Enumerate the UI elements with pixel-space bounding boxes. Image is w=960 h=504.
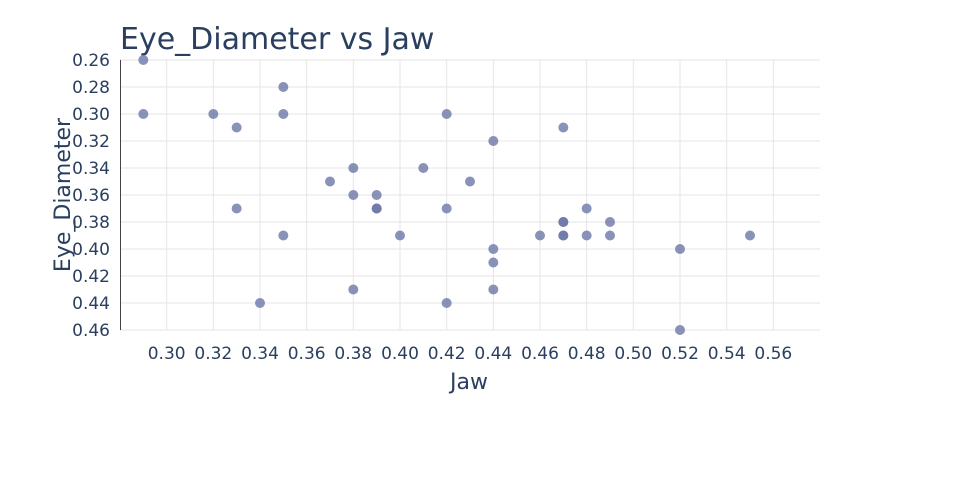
data-point[interactable] [348, 190, 359, 200]
points-layer [138, 55, 755, 335]
x-tick-label: 0.40 [381, 344, 419, 364]
data-point[interactable] [675, 244, 685, 254]
data-point[interactable] [488, 244, 499, 254]
data-point[interactable] [558, 230, 569, 241]
data-point[interactable] [371, 203, 382, 214]
y-tick-label: 0.38 [72, 213, 110, 233]
x-tick-label: 0.42 [428, 344, 466, 364]
data-point[interactable] [558, 217, 569, 227]
data-point[interactable] [745, 230, 755, 241]
data-point[interactable] [208, 109, 219, 119]
y-tick-label: 0.44 [72, 294, 110, 314]
data-point[interactable] [581, 230, 592, 241]
data-point[interactable] [348, 163, 359, 173]
data-point[interactable] [418, 163, 429, 173]
y-tick-label: 0.30 [72, 105, 110, 125]
data-point[interactable] [441, 109, 452, 119]
x-tick-label: 0.54 [708, 344, 746, 364]
y-tick-labels: 0.26 0.28 0.30 0.32 0.34 0.36 0.38 0.40 0.42 0.44… [72, 51, 110, 341]
y-tick-label: 0.40 [72, 240, 110, 260]
data-point[interactable] [395, 230, 405, 241]
y-tick-label: 0.28 [72, 78, 110, 98]
data-point[interactable] [441, 298, 452, 308]
x-tick-label: 0.56 [754, 344, 792, 364]
x-tick-label: 0.38 [334, 344, 372, 364]
x-tick-label: 0.44 [474, 344, 512, 364]
x-tick-label: 0.34 [241, 344, 279, 364]
x-tick-label: 0.52 [661, 344, 699, 364]
x-tick-label: 0.32 [194, 344, 232, 364]
data-point[interactable] [138, 109, 149, 119]
data-point[interactable] [581, 203, 592, 214]
data-point[interactable] [138, 55, 149, 65]
data-point[interactable] [371, 190, 382, 200]
grid-layer [120, 59, 820, 331]
y-axis-title: Eye_Diameter [51, 117, 76, 272]
x-tick-label: 0.36 [288, 344, 326, 364]
y-tick-label: 0.32 [72, 132, 110, 152]
y-tick-label: 0.36 [72, 186, 110, 206]
data-point[interactable] [605, 217, 615, 227]
data-point[interactable] [278, 109, 289, 119]
x-tick-label: 0.50 [614, 344, 652, 364]
data-point[interactable] [325, 176, 335, 187]
data-point[interactable] [465, 176, 475, 187]
x-tick-label: 0.46 [521, 344, 559, 364]
data-point[interactable] [348, 284, 359, 295]
x-axis-title: Jaw [448, 370, 488, 395]
x-tick-label: 0.48 [568, 344, 606, 364]
data-point[interactable] [255, 298, 265, 308]
data-point[interactable] [278, 230, 289, 241]
data-point[interactable] [231, 203, 242, 214]
data-point[interactable] [605, 230, 615, 241]
data-point[interactable] [441, 203, 452, 214]
data-point[interactable] [231, 122, 242, 133]
data-point[interactable] [675, 325, 685, 335]
x-tick-labels: 0.30 0.32 0.34 0.36 0.38 0.40 0.42 0.44 0.46 0.48… [148, 344, 793, 364]
data-point[interactable] [278, 82, 289, 92]
data-point[interactable] [488, 284, 499, 295]
data-point[interactable] [535, 230, 545, 241]
y-tick-label: 0.26 [72, 51, 110, 71]
x-tick-label: 0.30 [148, 344, 186, 364]
data-point[interactable] [488, 257, 499, 268]
y-tick-label: 0.34 [72, 159, 110, 179]
y-tick-label: 0.42 [72, 267, 110, 287]
data-point[interactable] [488, 136, 499, 146]
chart-title: Eye_Diameter vs Jaw [120, 22, 434, 57]
y-tick-label: 0.46 [72, 321, 110, 341]
data-point[interactable] [558, 122, 569, 133]
